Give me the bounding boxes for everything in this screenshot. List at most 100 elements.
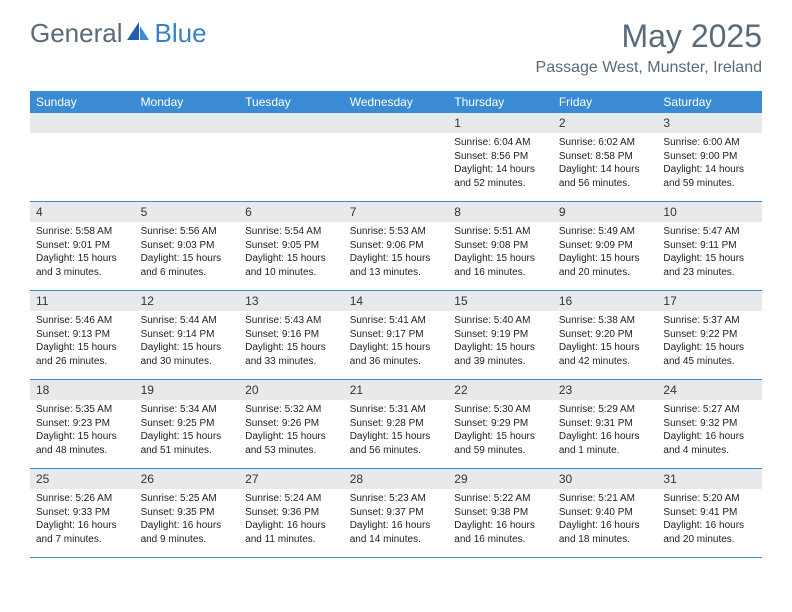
sunrise-text: Sunrise: 5:23 AM	[350, 492, 443, 506]
day-number: 27	[239, 469, 344, 489]
week-row: 4Sunrise: 5:58 AMSunset: 9:01 PMDaylight…	[30, 202, 762, 291]
day-number: 7	[344, 202, 449, 222]
day-cell: 19Sunrise: 5:34 AMSunset: 9:25 PMDayligh…	[135, 380, 240, 468]
day-cell	[30, 113, 135, 201]
daylight-text: Daylight: 15 hours and 42 minutes.	[559, 341, 652, 368]
daylight-text: Daylight: 16 hours and 7 minutes.	[36, 519, 129, 546]
sunset-text: Sunset: 9:22 PM	[663, 328, 756, 342]
day-number: 6	[239, 202, 344, 222]
sunrise-text: Sunrise: 5:27 AM	[663, 403, 756, 417]
sunrise-text: Sunrise: 5:53 AM	[350, 225, 443, 239]
day-content: Sunrise: 5:37 AMSunset: 9:22 PMDaylight:…	[657, 311, 762, 374]
day-content	[30, 133, 135, 142]
daylight-text: Daylight: 15 hours and 6 minutes.	[141, 252, 234, 279]
sunset-text: Sunset: 9:33 PM	[36, 506, 129, 520]
day-content: Sunrise: 5:20 AMSunset: 9:41 PMDaylight:…	[657, 489, 762, 552]
daylight-text: Daylight: 15 hours and 10 minutes.	[245, 252, 338, 279]
day-cell: 16Sunrise: 5:38 AMSunset: 9:20 PMDayligh…	[553, 291, 658, 379]
daylight-text: Daylight: 15 hours and 51 minutes.	[141, 430, 234, 457]
day-content: Sunrise: 5:58 AMSunset: 9:01 PMDaylight:…	[30, 222, 135, 285]
day-cell: 17Sunrise: 5:37 AMSunset: 9:22 PMDayligh…	[657, 291, 762, 379]
day-cell: 27Sunrise: 5:24 AMSunset: 9:36 PMDayligh…	[239, 469, 344, 557]
day-content: Sunrise: 5:22 AMSunset: 9:38 PMDaylight:…	[448, 489, 553, 552]
day-number: 31	[657, 469, 762, 489]
daylight-text: Daylight: 15 hours and 13 minutes.	[350, 252, 443, 279]
day-number: 29	[448, 469, 553, 489]
day-cell	[239, 113, 344, 201]
sunrise-text: Sunrise: 6:04 AM	[454, 136, 547, 150]
day-number: 1	[448, 113, 553, 133]
sunrise-text: Sunrise: 5:46 AM	[36, 314, 129, 328]
day-content: Sunrise: 5:41 AMSunset: 9:17 PMDaylight:…	[344, 311, 449, 374]
sunset-text: Sunset: 9:05 PM	[245, 239, 338, 253]
sunset-text: Sunset: 9:40 PM	[559, 506, 652, 520]
weekday-header: Sunday Monday Tuesday Wednesday Thursday…	[30, 91, 762, 113]
day-number: 20	[239, 380, 344, 400]
sunset-text: Sunset: 9:09 PM	[559, 239, 652, 253]
daylight-text: Daylight: 14 hours and 52 minutes.	[454, 163, 547, 190]
day-content: Sunrise: 5:40 AMSunset: 9:19 PMDaylight:…	[448, 311, 553, 374]
sunset-text: Sunset: 8:58 PM	[559, 150, 652, 164]
brand-text-1: General	[30, 18, 123, 49]
day-number: 15	[448, 291, 553, 311]
brand-text-2: Blue	[155, 18, 207, 48]
sunrise-text: Sunrise: 5:30 AM	[454, 403, 547, 417]
day-number: 4	[30, 202, 135, 222]
week-row: 1Sunrise: 6:04 AMSunset: 8:56 PMDaylight…	[30, 113, 762, 202]
day-cell: 11Sunrise: 5:46 AMSunset: 9:13 PMDayligh…	[30, 291, 135, 379]
day-number: 11	[30, 291, 135, 311]
sunrise-text: Sunrise: 5:47 AM	[663, 225, 756, 239]
sunrise-text: Sunrise: 5:20 AM	[663, 492, 756, 506]
daylight-text: Daylight: 15 hours and 56 minutes.	[350, 430, 443, 457]
day-cell: 23Sunrise: 5:29 AMSunset: 9:31 PMDayligh…	[553, 380, 658, 468]
daylight-text: Daylight: 15 hours and 26 minutes.	[36, 341, 129, 368]
sunrise-text: Sunrise: 5:35 AM	[36, 403, 129, 417]
day-number: 26	[135, 469, 240, 489]
day-number: 8	[448, 202, 553, 222]
sunrise-text: Sunrise: 5:34 AM	[141, 403, 234, 417]
day-content: Sunrise: 5:38 AMSunset: 9:20 PMDaylight:…	[553, 311, 658, 374]
daylight-text: Daylight: 16 hours and 16 minutes.	[454, 519, 547, 546]
daylight-text: Daylight: 15 hours and 3 minutes.	[36, 252, 129, 279]
day-cell: 3Sunrise: 6:00 AMSunset: 9:00 PMDaylight…	[657, 113, 762, 201]
sunrise-text: Sunrise: 5:25 AM	[141, 492, 234, 506]
day-content: Sunrise: 5:29 AMSunset: 9:31 PMDaylight:…	[553, 400, 658, 463]
day-content	[344, 133, 449, 142]
daylight-text: Daylight: 16 hours and 9 minutes.	[141, 519, 234, 546]
day-number	[239, 113, 344, 133]
day-number: 28	[344, 469, 449, 489]
day-cell: 15Sunrise: 5:40 AMSunset: 9:19 PMDayligh…	[448, 291, 553, 379]
sunrise-text: Sunrise: 5:51 AM	[454, 225, 547, 239]
sunrise-text: Sunrise: 5:49 AM	[559, 225, 652, 239]
daylight-text: Daylight: 16 hours and 4 minutes.	[663, 430, 756, 457]
day-cell: 31Sunrise: 5:20 AMSunset: 9:41 PMDayligh…	[657, 469, 762, 557]
sunrise-text: Sunrise: 5:31 AM	[350, 403, 443, 417]
weekday-label: Saturday	[657, 91, 762, 113]
daylight-text: Daylight: 16 hours and 14 minutes.	[350, 519, 443, 546]
day-cell: 21Sunrise: 5:31 AMSunset: 9:28 PMDayligh…	[344, 380, 449, 468]
sunrise-text: Sunrise: 5:54 AM	[245, 225, 338, 239]
weekday-label: Sunday	[30, 91, 135, 113]
day-cell: 20Sunrise: 5:32 AMSunset: 9:26 PMDayligh…	[239, 380, 344, 468]
day-number: 16	[553, 291, 658, 311]
sunset-text: Sunset: 9:29 PM	[454, 417, 547, 431]
sunset-text: Sunset: 9:03 PM	[141, 239, 234, 253]
daylight-text: Daylight: 15 hours and 39 minutes.	[454, 341, 547, 368]
sunset-text: Sunset: 9:01 PM	[36, 239, 129, 253]
daylight-text: Daylight: 16 hours and 20 minutes.	[663, 519, 756, 546]
daylight-text: Daylight: 16 hours and 11 minutes.	[245, 519, 338, 546]
weekday-label: Wednesday	[344, 91, 449, 113]
day-number	[30, 113, 135, 133]
daylight-text: Daylight: 15 hours and 59 minutes.	[454, 430, 547, 457]
day-content: Sunrise: 5:53 AMSunset: 9:06 PMDaylight:…	[344, 222, 449, 285]
day-number: 5	[135, 202, 240, 222]
sunset-text: Sunset: 9:37 PM	[350, 506, 443, 520]
day-number	[135, 113, 240, 133]
day-number: 22	[448, 380, 553, 400]
sunrise-text: Sunrise: 5:43 AM	[245, 314, 338, 328]
day-content: Sunrise: 5:54 AMSunset: 9:05 PMDaylight:…	[239, 222, 344, 285]
day-number: 23	[553, 380, 658, 400]
sunrise-text: Sunrise: 5:58 AM	[36, 225, 129, 239]
sunset-text: Sunset: 9:35 PM	[141, 506, 234, 520]
day-number: 30	[553, 469, 658, 489]
